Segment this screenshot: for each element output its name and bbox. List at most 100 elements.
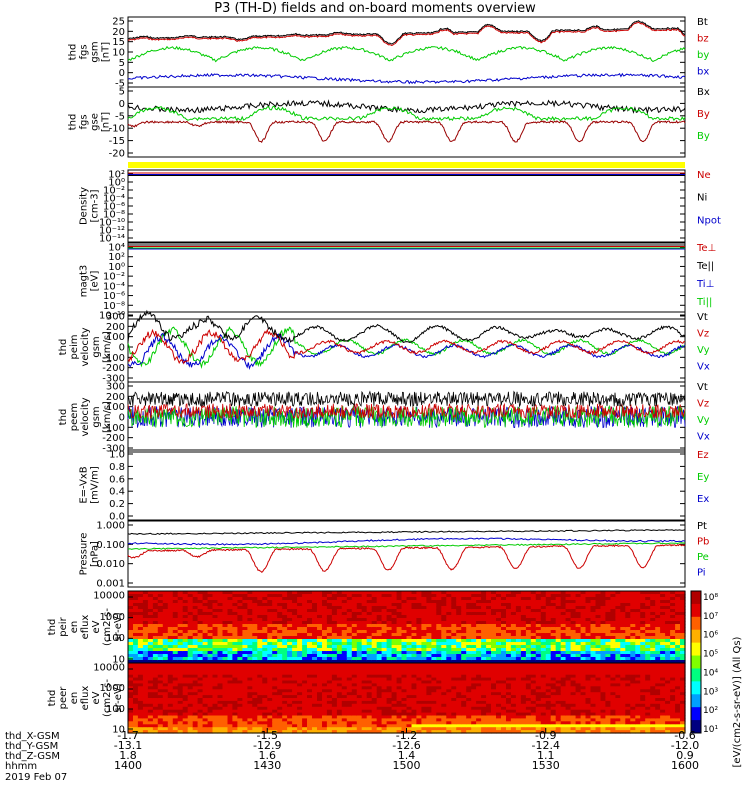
spectrogram-cell	[356, 609, 363, 613]
spectrogram-cell	[222, 689, 229, 693]
spectrogram-cell	[496, 624, 502, 628]
spectrogram-cell	[436, 603, 442, 607]
spectrogram-cell	[222, 712, 229, 717]
spectrogram-cell	[406, 700, 413, 705]
spectrogram-cell	[351, 660, 358, 664]
spectrogram-cell	[371, 621, 378, 625]
spectrogram-cell	[157, 665, 164, 670]
spectrogram-cell	[575, 648, 582, 652]
series-peem-vt	[127, 390, 686, 408]
spectrogram-cell	[545, 606, 552, 610]
spectrogram-cell	[326, 727, 333, 731]
spectrogram-cell	[670, 645, 676, 649]
spectrogram-cell	[172, 618, 179, 622]
spectrogram-cell	[257, 606, 263, 610]
spectrogram-cell	[137, 630, 144, 634]
spectrogram-cell	[391, 671, 398, 676]
spectrogram-cell	[501, 609, 507, 613]
spectrogram-cell	[252, 606, 258, 610]
spectrogram-cell	[262, 668, 268, 673]
spectrogram-cell	[600, 645, 607, 649]
spectrogram-cell	[640, 594, 646, 598]
spectrogram-cell	[476, 597, 482, 601]
spectrogram-cell	[575, 615, 582, 619]
spectrogram-cell	[491, 606, 497, 610]
spectrogram-cell	[172, 689, 179, 693]
spectrogram-cell	[660, 642, 666, 646]
spectrogram-cell	[227, 609, 234, 613]
spectrogram-cell	[172, 648, 179, 652]
spectrogram-cell	[336, 657, 343, 661]
spectrogram-cell	[197, 606, 204, 610]
spectrogram-cell	[162, 665, 169, 670]
legend-temperature-te⊥: Te⊥	[696, 243, 716, 254]
spectrogram-cell	[237, 715, 243, 719]
spectrogram-cell	[486, 712, 492, 717]
spectrogram-cell	[441, 603, 447, 607]
ytick-label-fgs-gse: 0	[119, 99, 125, 110]
spectrogram-cell	[436, 686, 442, 690]
spectrogram-cell	[237, 668, 243, 673]
spectrogram-cell	[635, 636, 641, 640]
spectrogram-cell	[162, 715, 169, 719]
spectrogram-cell	[401, 677, 408, 682]
spectrogram-cell	[431, 609, 437, 613]
spectrogram-cell	[481, 627, 487, 631]
spectrogram-cell	[665, 624, 671, 628]
spectrogram-cell	[232, 603, 238, 607]
spectrogram-cell	[481, 706, 487, 711]
spectrogram-cell	[217, 630, 224, 634]
spectrogram-cell	[496, 654, 502, 658]
spectrogram-cell	[252, 712, 258, 717]
spectrogram-cell	[386, 630, 393, 634]
spectrogram-cell	[167, 709, 174, 714]
spectrogram-cell	[580, 657, 587, 661]
spectrogram-cell	[257, 727, 263, 731]
spectrogram-cell	[217, 727, 224, 731]
spectrogram-cell	[267, 698, 273, 702]
spectrogram-cell	[366, 603, 373, 607]
spectrogram-cell	[237, 636, 243, 640]
spectrogram-cell	[580, 645, 587, 649]
spectrogram-cell	[456, 677, 462, 682]
spectrogram-cell	[421, 671, 427, 676]
spectrogram-cell	[456, 709, 462, 714]
spectrogram-cell	[267, 680, 273, 684]
spectrogram-cell	[655, 660, 661, 664]
spectrogram-cell	[361, 645, 368, 649]
spectrogram-cell	[351, 715, 358, 719]
spectrogram-cell	[515, 645, 522, 649]
ytick-label-peim-velocity: -100	[102, 353, 125, 364]
spectrogram-cell	[491, 730, 497, 734]
spectrogram-cell	[212, 689, 219, 693]
spectrogram-cell	[336, 609, 343, 613]
spectrogram-cell	[476, 668, 482, 673]
spectrogram-cell	[391, 597, 398, 601]
spectrogram-cell	[506, 665, 512, 670]
spectrogram-cell	[346, 609, 353, 613]
spectrogram-cell	[267, 612, 273, 616]
spectrogram-cell	[540, 615, 547, 619]
spectrogram-cell	[675, 639, 681, 643]
spectrogram-cell	[456, 657, 462, 661]
spectrogram-cell	[217, 715, 224, 719]
spectrogram-cell	[242, 606, 248, 610]
spectrogram-cell	[128, 606, 134, 610]
spectrogram-cell	[177, 724, 184, 728]
spectrogram-cell	[680, 660, 686, 664]
spectrogram-cell	[431, 718, 437, 722]
spectrogram-cell	[530, 709, 537, 714]
spectrogram-cell	[192, 609, 199, 613]
series-bz	[127, 21, 686, 47]
series-gse-by-red	[127, 119, 686, 143]
spectrogram-cell	[610, 636, 616, 640]
spectrogram-cell	[376, 686, 383, 690]
spectrogram-cell	[307, 709, 313, 714]
spectrogram-cell	[137, 668, 144, 673]
spectrogram-cell	[520, 624, 527, 628]
spectrogram-cell	[431, 665, 437, 670]
spectrogram-cell	[650, 627, 656, 631]
spectrogram-cell	[645, 660, 651, 664]
spectrogram-cell	[496, 665, 502, 670]
spectrogram-cell	[322, 648, 328, 652]
